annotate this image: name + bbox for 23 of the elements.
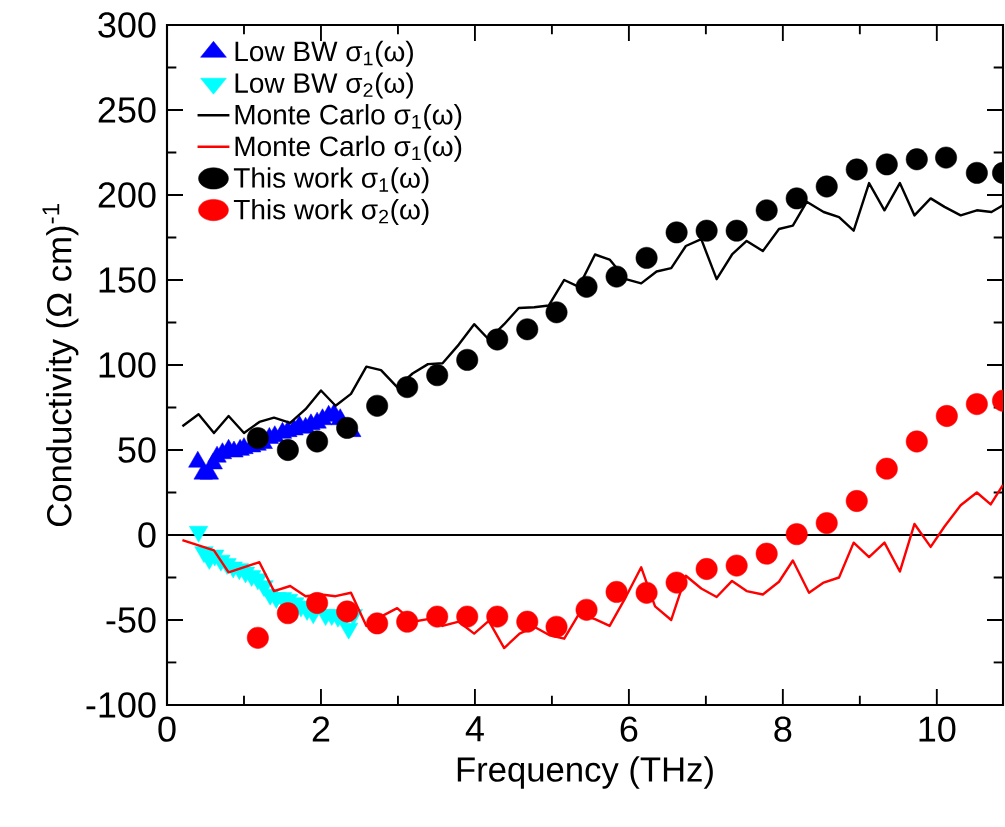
y-axis-title: Conductivity (Ω cm)$^{-1}$ <box>42 204 79 527</box>
x-tick-label: 0 <box>158 716 176 742</box>
legend-label: Low BW σ$_{1}$(ω) <box>235 40 413 67</box>
x-tick-label: 2 <box>312 716 330 742</box>
legend-label: Low BW σ$_{2}$(ω) <box>235 72 413 99</box>
y-tick-label: 200 <box>98 182 156 208</box>
y-tick-label: 50 <box>118 437 156 463</box>
y-tick-label: 250 <box>98 97 156 123</box>
x-tick-label: 8 <box>774 716 792 742</box>
y-tick-label: 0 <box>138 522 156 548</box>
legend-label: This work σ$_{1}$(ω) <box>233 167 429 194</box>
x-tick-label: 6 <box>620 716 638 742</box>
y-tick-label: 150 <box>99 267 156 293</box>
y-tick-label: 300 <box>98 12 156 38</box>
x-axis-title: Frequency (THz) <box>457 756 713 789</box>
legend-label: This work σ$_{2}$(ω) <box>233 198 429 225</box>
y-tick-label: -100 <box>86 692 156 718</box>
legend-label: Monte Carlo σ$_{1}$(ω) <box>235 104 462 131</box>
x-tick-label: 10 <box>919 716 956 742</box>
legend-label: Monte Carlo σ$_{1}$(ω) <box>235 135 462 162</box>
y-tick-label: 100 <box>99 352 156 378</box>
y-tick-label: -50 <box>106 607 156 633</box>
x-tick-label: 4 <box>465 716 484 742</box>
